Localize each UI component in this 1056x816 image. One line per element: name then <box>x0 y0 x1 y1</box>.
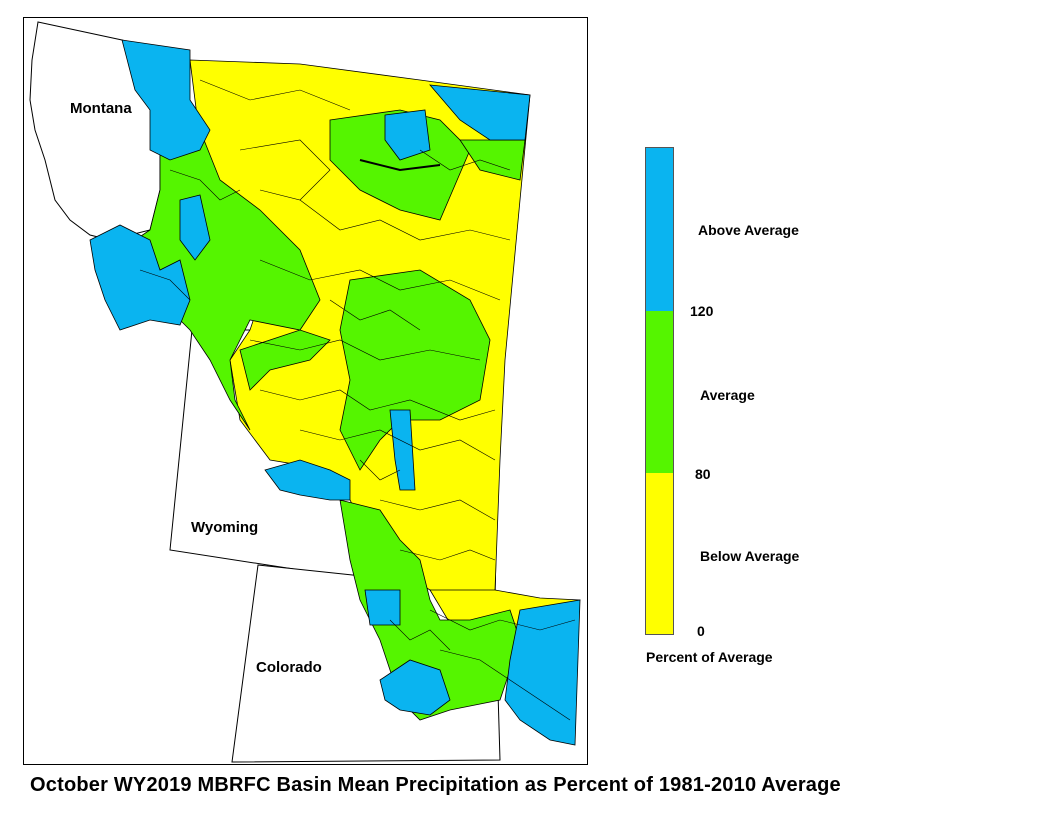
legend-label-above: Above Average <box>698 222 799 238</box>
basin-region-above-wmid <box>179 194 211 261</box>
map-caption: October WY2019 MBRFC Basin Mean Precipit… <box>30 774 841 796</box>
sub-basin-lines <box>139 79 576 721</box>
basin-region-above-colorado-sw <box>379 659 451 716</box>
legend-tick-80: 80 <box>695 466 711 482</box>
legend-swatch-below <box>646 473 673 634</box>
legend-label-below: Below Average <box>700 548 800 564</box>
legend-swatch-average <box>646 311 673 473</box>
legend-label-average: Average <box>700 387 755 403</box>
legend-tick-120: 120 <box>690 303 714 319</box>
state-label-montana: Montana <box>70 100 132 117</box>
legend-tick-0: 0 <box>697 623 705 639</box>
basin-region-above-colorado-east <box>504 599 581 746</box>
state-label-colorado: Colorado <box>256 659 322 676</box>
state-label-wyoming: Wyoming <box>191 519 259 536</box>
basin-region-above-north-small <box>384 109 431 161</box>
legend-axis-title: Percent of Average <box>646 649 773 665</box>
basin-region-above-narrow <box>389 409 416 491</box>
basin-region-above-nw <box>121 39 211 161</box>
legend-swatch-above <box>646 148 673 311</box>
basin-region-above-west <box>89 224 191 331</box>
basin-region-average-midwest <box>239 329 331 391</box>
basin-region-above-colorado-west <box>364 589 401 626</box>
basin-region-above-ne <box>429 84 531 141</box>
legend-color-bar <box>645 147 674 635</box>
basin-region-above-south <box>264 459 351 501</box>
